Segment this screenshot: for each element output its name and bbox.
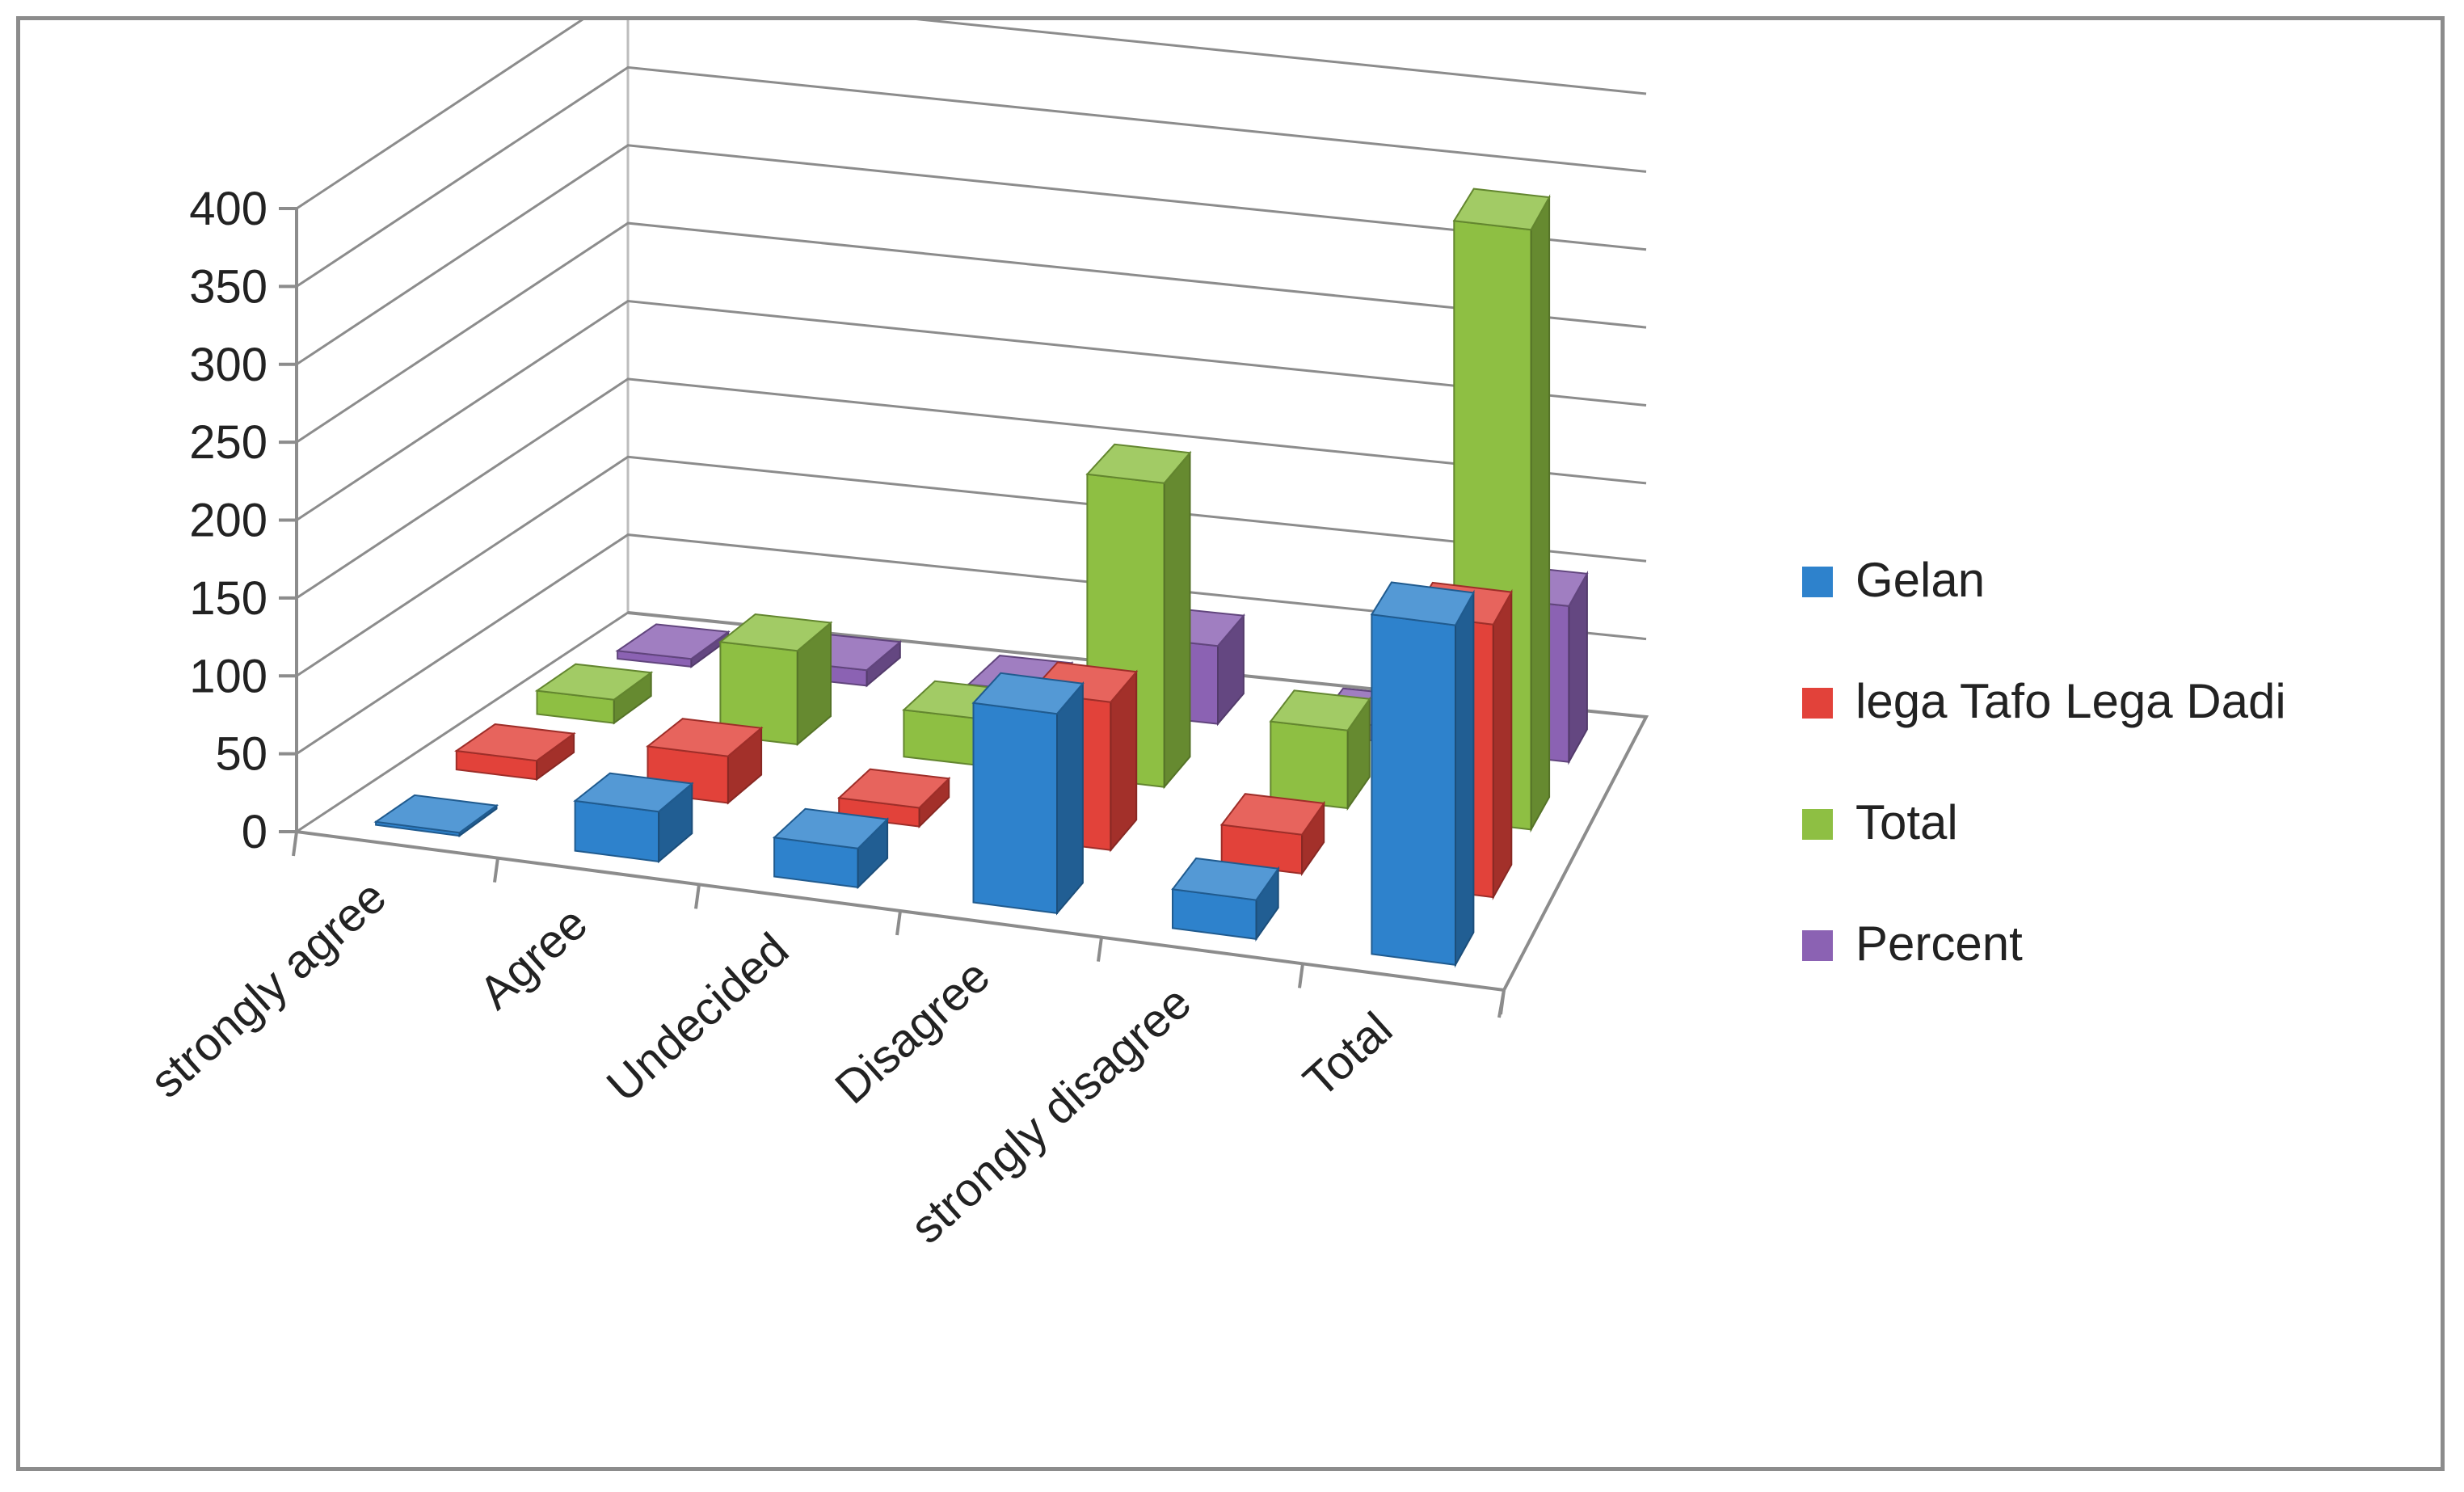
y-tick-label: 200 (189, 495, 267, 547)
gridline (296, 455, 1647, 677)
x-tick-mark (292, 831, 298, 857)
y-axis-tick-labels: 0 50 100 150 200 250 300 350 400 (189, 183, 267, 858)
legend: Gelan lega Tafo Lega Dadi Total Percent (1802, 553, 2286, 971)
x-tick-mark (1298, 963, 1304, 988)
bar-lega-tafo-lega-dadi (1219, 793, 1325, 877)
y-tick-label: 300 (189, 339, 267, 391)
legend-label: lega Tafo Lega Dadi (1855, 674, 2286, 728)
y-tick-label: 400 (189, 183, 267, 235)
gridline (296, 299, 1647, 521)
x-tick-mark (493, 858, 499, 883)
x-category-label: strongly agree (141, 870, 397, 1108)
legend-label: Percent (1855, 917, 2023, 971)
gridline (296, 144, 1647, 366)
bar-lega-tafo-lega-dadi (836, 768, 951, 828)
legend-swatch (1802, 567, 1833, 597)
bar-total (534, 663, 654, 725)
bar-percent (615, 623, 731, 668)
gridline (296, 377, 1647, 600)
x-tick-mark (895, 910, 902, 936)
x-axis-tick-marks (292, 831, 1506, 1015)
bar-gelan (573, 772, 694, 864)
x-tick-mark (694, 884, 701, 909)
bars (373, 188, 1589, 968)
x-tick-mark (1097, 937, 1103, 962)
bar-gelan (373, 794, 499, 838)
gridline (296, 65, 1647, 288)
gridline (296, 221, 1647, 444)
bar-total (718, 613, 833, 747)
x-category-label: Undecided (597, 923, 799, 1112)
chart-frame: 0 50 100 150 200 250 300 350 400 strongly agree A… (16, 16, 2445, 1471)
gridline (296, 533, 1647, 755)
bar-gelan (1171, 857, 1280, 942)
y-tick-label: 350 (189, 260, 267, 313)
x-tick-mark (1499, 989, 1506, 1015)
y-tick-label: 150 (189, 572, 267, 625)
gridlines (279, 20, 1647, 833)
x-category-label: Total (1294, 1002, 1403, 1107)
gridline (296, 20, 1647, 210)
legend-label: Total (1855, 795, 1958, 849)
y-tick-label: 50 (215, 728, 267, 781)
bar-lega-tafo-lega-dadi (454, 723, 576, 782)
x-category-label: Disagree (825, 950, 1000, 1115)
chart-canvas: 0 50 100 150 200 250 300 350 400 strongly agree A… (141, 20, 2286, 1254)
y-tick-label: 0 (242, 806, 267, 858)
x-category-label: Agree (470, 896, 598, 1019)
bar-gelan (1370, 581, 1475, 968)
legend-swatch (1802, 930, 1833, 961)
legend-swatch (1802, 688, 1833, 719)
y-tick-label: 100 (189, 650, 267, 702)
legend-label: Gelan (1855, 553, 1985, 607)
legend-swatch (1802, 809, 1833, 840)
y-tick-label: 250 (189, 416, 267, 469)
bar-gelan (772, 807, 890, 890)
bar-gelan (971, 672, 1085, 916)
bar-total (1269, 689, 1371, 811)
